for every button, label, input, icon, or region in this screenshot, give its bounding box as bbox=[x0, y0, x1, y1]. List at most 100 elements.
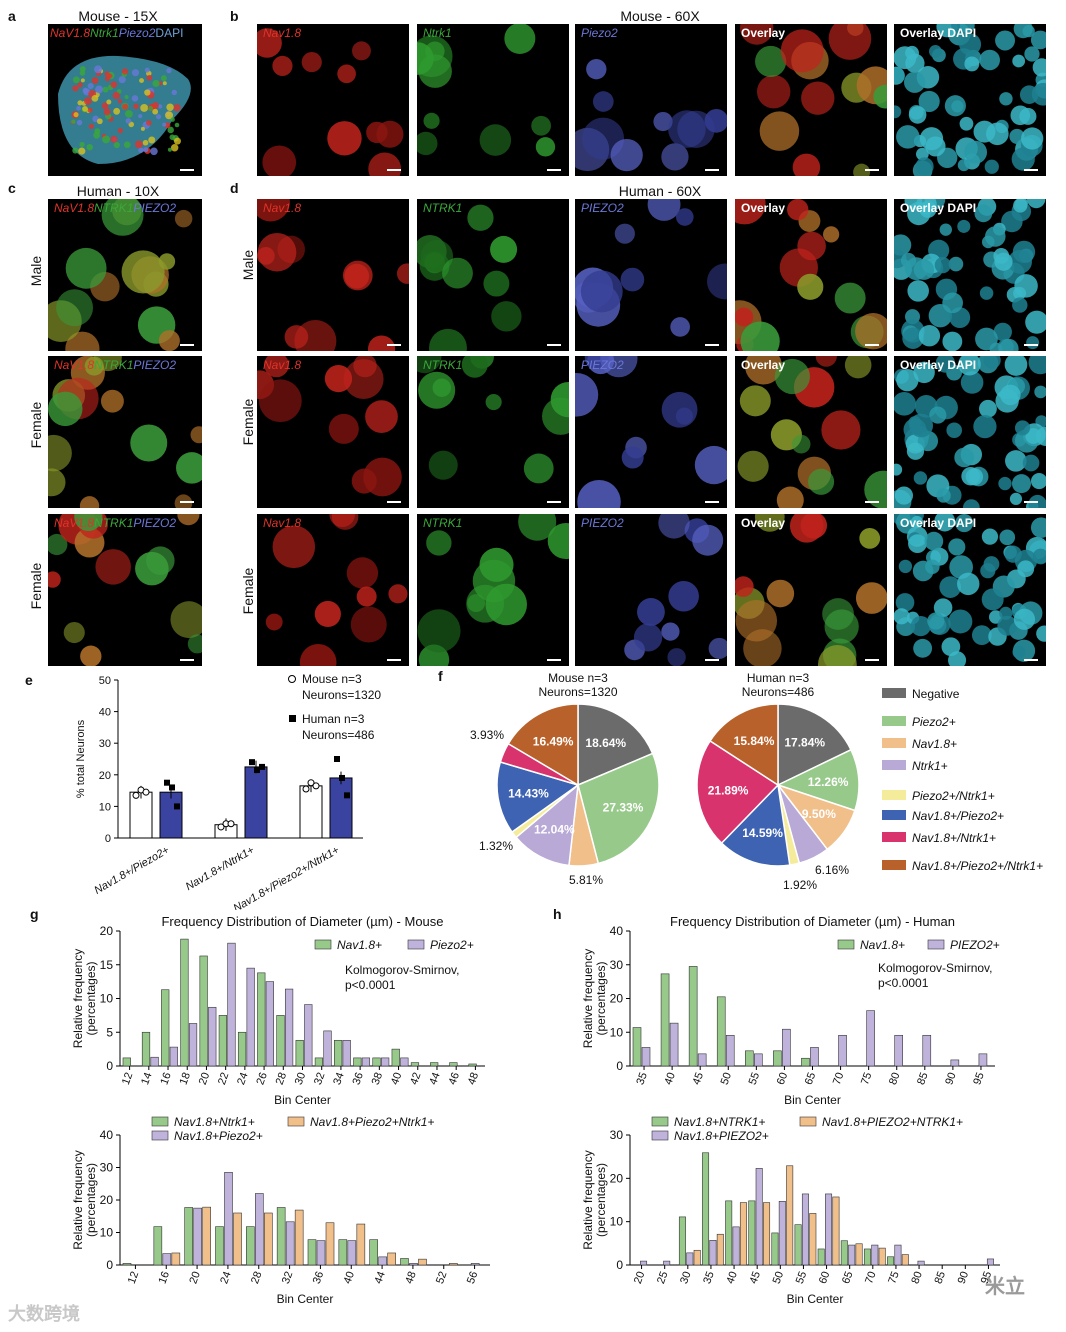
hist-bar bbox=[894, 1034, 903, 1067]
panel-d-tile-r3-c1-image bbox=[265, 514, 408, 666]
hist-bar bbox=[840, 1240, 848, 1266]
scale-bar bbox=[1024, 659, 1038, 661]
hist-bar bbox=[810, 1047, 819, 1067]
hist-xtick-label: 65 bbox=[803, 1071, 818, 1087]
scale-bar bbox=[865, 501, 879, 503]
hist-bar bbox=[725, 1200, 733, 1266]
cell bbox=[113, 141, 120, 149]
hist-xtick-label: 20 bbox=[632, 1270, 647, 1286]
cell bbox=[985, 226, 1006, 247]
cell bbox=[808, 468, 835, 495]
cell bbox=[113, 107, 121, 115]
cell bbox=[367, 335, 396, 351]
f-legend-swatch bbox=[882, 688, 906, 698]
hist-ytick-label: 30 bbox=[610, 1128, 624, 1142]
hist-ytick-label: 0 bbox=[106, 1059, 113, 1073]
label-piezo: Piezo2 bbox=[118, 26, 156, 40]
cell bbox=[739, 385, 771, 417]
cell bbox=[964, 140, 988, 164]
cell bbox=[948, 651, 967, 666]
hist-ylabel: Relative frequency bbox=[581, 1150, 595, 1249]
cell bbox=[902, 327, 924, 349]
hist-xlabel: Bin Center bbox=[784, 1093, 841, 1107]
e-legend-mouse-2: Neurons=1320 bbox=[302, 688, 381, 702]
hist-bar bbox=[878, 1247, 886, 1266]
hist-xtick-label: 90 bbox=[943, 1071, 958, 1087]
hist-bar bbox=[801, 1057, 810, 1067]
hist-xtick-label: 28 bbox=[249, 1270, 264, 1286]
hist-legend-label: Nav1.8+PIEZO2+ bbox=[674, 1129, 769, 1143]
hist-bar bbox=[307, 1239, 317, 1266]
panel-d-tile-r2-c4-image bbox=[737, 356, 887, 508]
f-legend-label: Negative bbox=[912, 687, 960, 701]
cell bbox=[905, 45, 919, 60]
hist-bar bbox=[294, 1209, 304, 1266]
scale-bar bbox=[1024, 169, 1038, 171]
cell bbox=[957, 158, 970, 172]
cell bbox=[942, 292, 963, 314]
panel-d-tile-r3-c4-image bbox=[735, 514, 887, 666]
hist-xtick-label: 35 bbox=[701, 1270, 716, 1286]
panel-b-tile-2-image bbox=[417, 24, 556, 157]
panel-c-row-2: Female bbox=[28, 401, 44, 449]
e-point bbox=[307, 779, 315, 787]
tile-label: PIEZO2 bbox=[581, 516, 624, 530]
cell bbox=[101, 199, 144, 236]
hist-bar bbox=[304, 1004, 313, 1067]
cell bbox=[144, 89, 151, 96]
scale-bar bbox=[1024, 501, 1038, 503]
cell bbox=[692, 524, 724, 556]
cell bbox=[158, 330, 180, 351]
hist-ytick-label: 15 bbox=[100, 958, 114, 972]
hist-bar bbox=[372, 1057, 381, 1067]
hist-bar bbox=[848, 1244, 856, 1266]
hist-bar bbox=[763, 1202, 771, 1266]
hist-legend-swatch bbox=[651, 1130, 669, 1141]
e-point bbox=[132, 791, 140, 799]
hist-legend-swatch bbox=[287, 1116, 305, 1127]
cell bbox=[396, 263, 409, 284]
hist-xtick-label: 95 bbox=[979, 1270, 994, 1286]
e-legend-mouse-1: Mouse n=3 bbox=[302, 672, 362, 686]
hist-bar bbox=[342, 1040, 351, 1067]
e-category-label: Nav1.8+/Piezo2+ bbox=[92, 844, 172, 897]
cell bbox=[1030, 472, 1046, 490]
f-pie-slice bbox=[709, 703, 779, 787]
panel-b-letter: b bbox=[230, 8, 239, 24]
panel-a-title: Mouse - 15X bbox=[78, 8, 158, 24]
hist-bar bbox=[641, 1047, 651, 1067]
cell bbox=[148, 136, 156, 144]
cell bbox=[1017, 560, 1035, 578]
e-point bbox=[169, 784, 175, 791]
cell bbox=[272, 55, 293, 76]
cell bbox=[1024, 46, 1040, 62]
panel-d-tile-r1-c1-image bbox=[257, 199, 409, 351]
cell bbox=[170, 601, 202, 639]
hist-xlabel: Bin Center bbox=[274, 1093, 331, 1107]
panel-c-tile-2-image bbox=[48, 356, 202, 508]
cell bbox=[815, 356, 837, 367]
hist-bar bbox=[663, 1260, 671, 1266]
panel-d-tile-r3-c2-image bbox=[417, 514, 569, 666]
cell bbox=[144, 67, 150, 73]
scale-bar bbox=[180, 659, 194, 661]
hist-xtick-label: 52 bbox=[434, 1270, 449, 1286]
cell bbox=[929, 45, 942, 58]
cell bbox=[989, 342, 1003, 351]
cell bbox=[962, 499, 980, 508]
cell bbox=[176, 452, 202, 484]
e-point bbox=[164, 779, 170, 786]
f-pie-slice bbox=[696, 739, 780, 845]
cell bbox=[72, 76, 80, 84]
cell bbox=[1004, 356, 1028, 376]
cell bbox=[91, 76, 99, 84]
cell bbox=[125, 110, 133, 118]
panel-c-tile-3-image bbox=[48, 514, 202, 666]
hist-legend-swatch bbox=[151, 1116, 169, 1127]
cell bbox=[983, 356, 1001, 369]
e-ytick-label: 10 bbox=[99, 801, 111, 813]
cell bbox=[908, 106, 927, 124]
cell bbox=[314, 600, 341, 628]
panel-d-tile-r3-c3-image bbox=[624, 514, 727, 666]
hist-bar bbox=[702, 1152, 710, 1266]
